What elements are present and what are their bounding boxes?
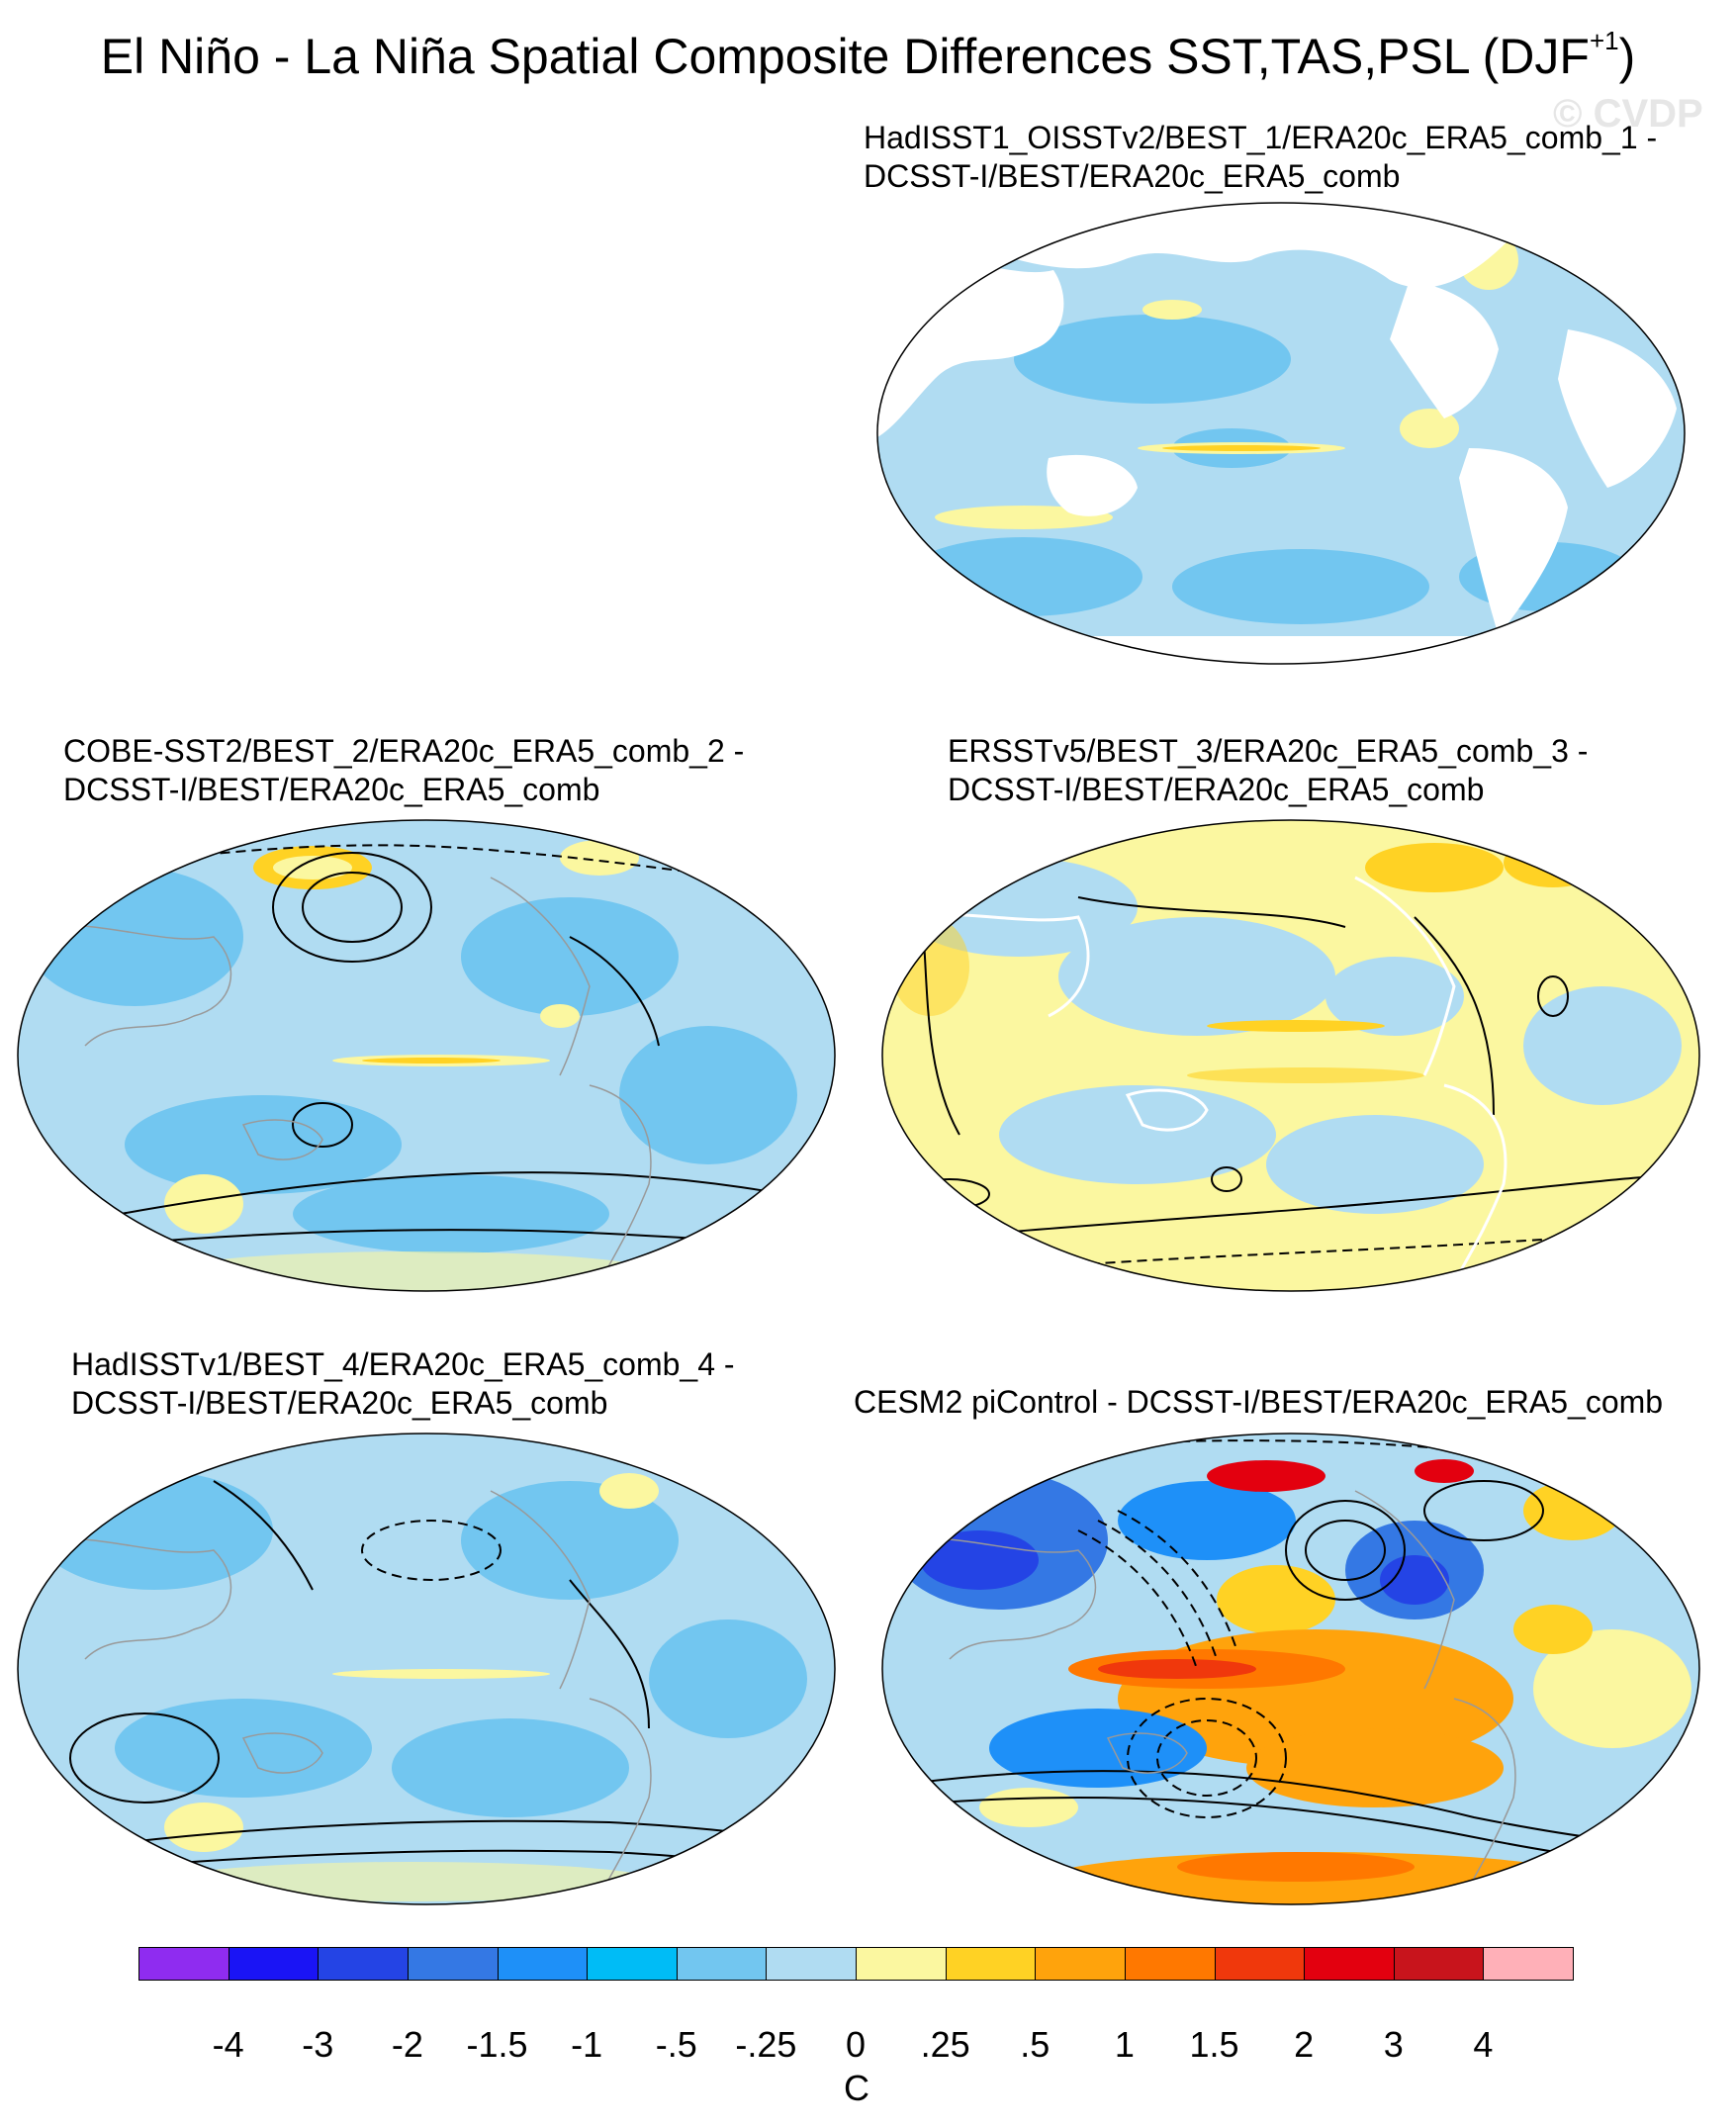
colorbar-swatch — [497, 1947, 589, 1981]
colorbar-tick-label: 2 — [1294, 2024, 1315, 2065]
panel-4-title-line1: HadISSTv1/BEST_4/ERA20c_ERA5_comb_4 - — [71, 1346, 735, 1382]
colorbar-tick-label: 1 — [1114, 2024, 1135, 2065]
panel-3-title-line2: DCSST-I/BEST/ERA20c_ERA5_comb — [948, 772, 1485, 807]
colorbar-tick-label: -1.5 — [466, 2024, 528, 2065]
colorbar-swatch — [318, 1947, 409, 1981]
figure-title-close: ) — [1618, 29, 1636, 84]
colorbar-swatch — [676, 1947, 768, 1981]
colorbar-tick-label: -2 — [391, 2024, 423, 2065]
colorbar-swatch — [228, 1947, 320, 1981]
panel-5-title: CESM2 piControl - DCSST-I/BEST/ERA20c_ER… — [854, 1383, 1663, 1422]
panel-3-title: ERSSTv5/BEST_3/ERA20c_ERA5_comb_3 - DCSS… — [948, 732, 1588, 809]
figure-title: El Niño - La Niña Spatial Composite Diff… — [0, 28, 1736, 81]
colorbar-tick-label: -3 — [302, 2024, 334, 2065]
panel-2-title-line2: DCSST-I/BEST/ERA20c_ERA5_comb — [63, 772, 600, 807]
colorbar-swatch — [1214, 1947, 1306, 1981]
panel-1-title: HadISST1_OISSTv2/BEST_1/ERA20c_ERA5_comb… — [864, 119, 1657, 196]
colorbar-swatch — [407, 1947, 499, 1981]
cvdp-watermark: © CVDP — [1553, 92, 1703, 136]
colorbar — [138, 1947, 1574, 1983]
panel-5-map — [881, 1433, 1700, 1905]
colorbar-units: C — [844, 2068, 869, 2108]
colorbar-swatch — [766, 1947, 857, 1981]
panel-3-title-line1: ERSSTv5/BEST_3/ERA20c_ERA5_comb_3 - — [948, 733, 1589, 769]
colorbar-tick-label: -1 — [571, 2024, 603, 2065]
colorbar-swatch — [587, 1947, 678, 1981]
panel-4-title: HadISSTv1/BEST_4/ERA20c_ERA5_comb_4 - DC… — [71, 1345, 735, 1423]
colorbar-tick-label: -4 — [212, 2024, 244, 2065]
panel-2-title: COBE-SST2/BEST_2/ERA20c_ERA5_comb_2 - DC… — [63, 732, 744, 809]
colorbar-tick-label: 0 — [845, 2024, 867, 2065]
panel-4-title-line2: DCSST-I/BEST/ERA20c_ERA5_comb — [71, 1385, 608, 1421]
colorbar-tick-label: 4 — [1473, 2024, 1494, 2065]
panel-1-title-line2: DCSST-I/BEST/ERA20c_ERA5_comb — [864, 158, 1401, 194]
colorbar-swatch — [1035, 1947, 1126, 1981]
colorbar-swatch — [1483, 1947, 1574, 1981]
colorbar-swatch — [138, 1947, 229, 1981]
colorbar-swatch — [1393, 1947, 1485, 1981]
panel-1-map — [876, 202, 1686, 665]
colorbar-tick-label: -.5 — [655, 2024, 697, 2065]
panel-1-title-line1: HadISST1_OISSTv2/BEST_1/ERA20c_ERA5_comb… — [864, 120, 1658, 155]
colorbar-tick-label: 1.5 — [1189, 2024, 1239, 2065]
colorbar-tick-label: .25 — [920, 2024, 970, 2065]
colorbar-swatch — [1124, 1947, 1216, 1981]
colorbar-swatch — [945, 1947, 1037, 1981]
panel-2-map — [17, 819, 836, 1292]
colorbar-tick-label: -.25 — [735, 2024, 797, 2065]
colorbar-tick-label: .5 — [1020, 2024, 1051, 2065]
colorbar-tick-label: 3 — [1383, 2024, 1404, 2065]
panel-5-title-line1: CESM2 piControl - DCSST-I/BEST/ERA20c_ER… — [854, 1384, 1664, 1420]
panel-4-map — [17, 1433, 836, 1905]
colorbar-swatch — [1304, 1947, 1395, 1981]
figure-title-text: El Niño - La Niña Spatial Composite Diff… — [100, 29, 1590, 84]
panel-3-map — [881, 819, 1700, 1292]
colorbar-swatch — [856, 1947, 947, 1981]
panel-2-title-line1: COBE-SST2/BEST_2/ERA20c_ERA5_comb_2 - — [63, 733, 745, 769]
figure-title-superscript: +1 — [1589, 26, 1619, 55]
